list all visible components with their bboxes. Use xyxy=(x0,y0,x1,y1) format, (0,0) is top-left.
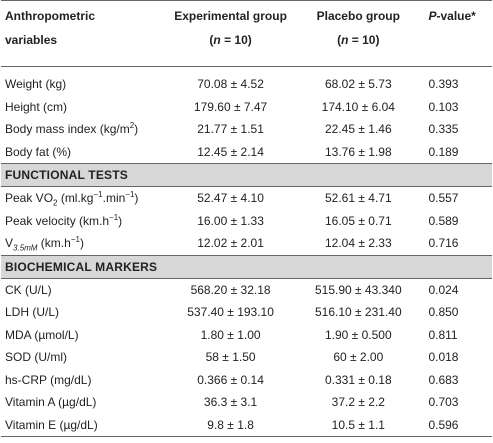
table-row: MDA (µmol/L) 1.80 ± 1.00 1.90 ± 0.500 0.… xyxy=(1,324,492,347)
table-row: V3.5mM (km.h−1) 12.02 ± 2.01 12.04 ± 2.3… xyxy=(1,232,492,255)
p-value: 0.189 xyxy=(428,144,459,159)
table-row: SOD (U/ml) 58 ± 1.50 60 ± 2.00 0.018 xyxy=(1,346,492,369)
row-label: hs-CRP (mg/dL) xyxy=(5,372,92,387)
placebo-value: 37.2 ± 2.2 xyxy=(331,395,385,410)
header-experimental-n: (n = 10) xyxy=(209,33,252,47)
table-row: CK (U/L) 568.20 ± 32.18 515.90 ± 43.340 … xyxy=(1,278,492,301)
placebo-value: 516.10 ± 231.40 xyxy=(314,305,402,320)
experimental-value: 1.80 ± 1.00 xyxy=(200,327,261,342)
p-value: 0.596 xyxy=(414,413,492,437)
row-label: Vitamin E (µg/dL) xyxy=(1,413,159,437)
experimental-value: 568.20 ± 32.18 xyxy=(190,282,271,297)
placebo-value: 515.90 ± 43.340 xyxy=(314,282,402,297)
placebo-value: 60 ± 2.00 xyxy=(333,350,384,365)
experimental-value: 16.00 ± 1.33 xyxy=(197,213,264,228)
experimental-value: 12.02 ± 2.01 xyxy=(197,236,264,251)
section-title: FUNCTIONAL TESTS xyxy=(1,163,492,187)
experimental-value: 0.366 ± 0.14 xyxy=(197,372,264,387)
experimental-value: 58 ± 1.50 xyxy=(205,350,256,365)
table-row: Weight (kg) 70.08 ± 4.52 68.02 ± 5.73 0.… xyxy=(1,67,492,96)
p-value: 0.683 xyxy=(428,372,459,387)
header-variables: Anthropometric variables xyxy=(1,0,159,67)
placebo-value: 1.90 ± 0.500 xyxy=(324,327,392,342)
section-biochemical-markers: BIOCHEMICAL MARKERS xyxy=(1,254,492,279)
placebo-value: 68.02 ± 5.73 xyxy=(324,77,392,92)
row-label: Vitamin A (µg/dL) xyxy=(5,395,97,410)
section-functional-tests: FUNCTIONAL TESTS xyxy=(1,163,492,187)
placebo-value: 13.76 ± 1.98 xyxy=(324,144,392,159)
header-placebo-name: Placebo group xyxy=(316,9,400,23)
header-pvalue-p: P xyxy=(428,9,437,23)
experimental-value: 12.45 ± 2.14 xyxy=(197,144,264,159)
p-value: 0.103 xyxy=(428,99,459,114)
p-value: 0.018 xyxy=(428,350,459,365)
experimental-value: 52.47 ± 4.10 xyxy=(197,191,264,206)
experimental-value: 537.40 ± 193.10 xyxy=(187,305,274,320)
row-label: MDA (µmol/L) xyxy=(5,327,79,342)
experimental-value: 70.08 ± 4.52 xyxy=(197,77,264,92)
placebo-value: 10.5 ± 1.1 xyxy=(302,413,415,437)
row-label: Height (cm) xyxy=(5,99,68,114)
row-label: CK (U/L) xyxy=(5,282,52,297)
experimental-value: 21.77 ± 1.51 xyxy=(197,122,264,137)
experimental-value: 36.3 ± 3.1 xyxy=(203,395,258,410)
table-row: Vitamin E (µg/dL) 9.8 ± 1.8 10.5 ± 1.1 0… xyxy=(1,413,492,437)
p-value: 0.850 xyxy=(428,305,459,320)
table-row: Vitamin A (µg/dL) 36.3 ± 3.1 37.2 ± 2.2 … xyxy=(1,391,492,414)
table-row: LDH (U/L) 537.40 ± 193.10 516.10 ± 231.4… xyxy=(1,301,492,324)
header-placebo-n: (n = 10) xyxy=(337,33,380,47)
table-row: Body mass index (kg/m2) 21.77 ± 1.51 22.… xyxy=(1,118,492,141)
placebo-value: 16.05 ± 0.71 xyxy=(324,213,392,228)
p-value: 0.703 xyxy=(428,395,459,410)
header-pvalue: P-value* xyxy=(414,0,492,67)
placebo-value: 12.04 ± 2.33 xyxy=(324,236,392,251)
header-experimental-name: Experimental group xyxy=(174,9,287,23)
p-value: 0.557 xyxy=(428,191,459,206)
table-header: Anthropometric variables Experimental gr… xyxy=(1,0,492,67)
table-row: Body fat (%) 12.45 ± 2.14 13.76 ± 1.98 0… xyxy=(1,141,492,164)
row-label: LDH (U/L) xyxy=(5,305,60,320)
placebo-value: 52.61 ± 4.71 xyxy=(324,191,392,206)
p-value: 0.024 xyxy=(428,282,459,297)
placebo-value: 0.331 ± 0.18 xyxy=(324,372,392,387)
table-row: Peak velocity (km.h−1) 16.00 ± 1.33 16.0… xyxy=(1,210,492,233)
table-row: Height (cm) 179.60 ± 7.47 174.10 ± 6.04 … xyxy=(1,96,492,119)
row-label: V3.5mM (km.h−1) xyxy=(5,235,84,253)
row-label: Peak VO2 (ml.kg−1.min−1) xyxy=(5,190,139,208)
p-value: 0.335 xyxy=(428,122,459,137)
p-value: 0.393 xyxy=(428,77,459,92)
header-variables-text: Anthropometric variables xyxy=(5,9,95,47)
row-label: Peak velocity (km.h−1) xyxy=(5,212,123,228)
section-title: BIOCHEMICAL MARKERS xyxy=(1,254,492,279)
row-label: SOD (U/ml) xyxy=(5,350,67,365)
placebo-value: 174.10 ± 6.04 xyxy=(321,99,395,114)
table-row: hs-CRP (mg/dL) 0.366 ± 0.14 0.331 ± 0.18… xyxy=(1,369,492,392)
header-placebo: Placebo group (n = 10) xyxy=(302,0,415,67)
table-row: Peak VO2 (ml.kg−1.min−1) 52.47 ± 4.10 52… xyxy=(1,187,492,210)
placebo-value: 22.45 ± 1.46 xyxy=(324,122,392,137)
experimental-value: 9.8 ± 1.8 xyxy=(159,413,303,437)
row-label: Weight (kg) xyxy=(5,77,67,92)
experimental-value: 179.60 ± 7.47 xyxy=(193,99,268,114)
p-value: 0.716 xyxy=(428,236,459,251)
header-pvalue-rest: -value* xyxy=(436,9,476,23)
row-label: Body fat (%) xyxy=(5,144,72,159)
header-experimental: Experimental group (n = 10) xyxy=(159,0,303,67)
p-value: 0.589 xyxy=(428,213,459,228)
p-value: 0.811 xyxy=(428,327,458,342)
row-label: Body mass index (kg/m2) xyxy=(5,121,139,137)
